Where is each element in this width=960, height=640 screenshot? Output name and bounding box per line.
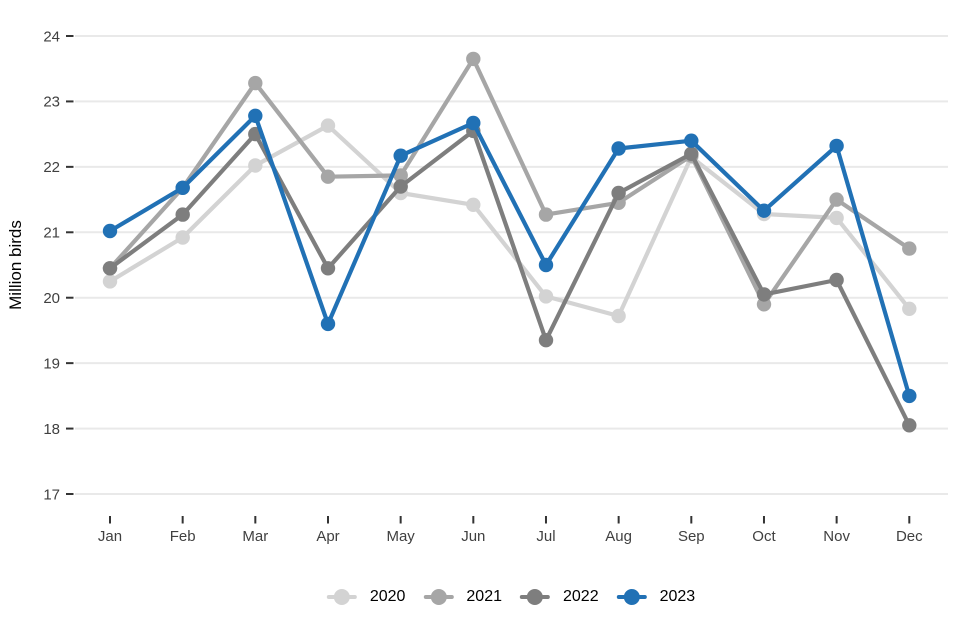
legend-dot-icon [623, 589, 640, 605]
data-point-2023-Nov [829, 138, 844, 154]
data-point-2022-Dec [902, 418, 917, 433]
y-tick-label: 19 [43, 355, 60, 372]
data-point-2023-Aug [611, 141, 626, 156]
x-tick-label-Apr: Apr [316, 528, 339, 545]
legend-dot-icon [527, 589, 543, 605]
data-point-2022-Sep [684, 146, 699, 161]
y-tick-label: 22 [43, 159, 60, 176]
series-layer [102, 51, 917, 433]
x-tick-label-Jan: Jan [98, 528, 122, 545]
x-tick-label-May: May [386, 528, 415, 545]
data-point-2022-May [393, 179, 408, 194]
legend-line-dot-icon [423, 589, 454, 605]
legend-label-2021: 2021 [466, 588, 502, 605]
series-line-2021 [107, 56, 912, 307]
legend-dot-icon [333, 589, 350, 605]
legend-line-dot-icon [326, 589, 357, 605]
x-tick-label-Aug: Aug [605, 528, 632, 545]
data-point-2023-Feb [175, 180, 190, 195]
data-point-2020-Feb [175, 230, 190, 245]
data-point-2021-Oct [756, 297, 772, 312]
data-point-2023-Sep [684, 133, 699, 148]
data-point-2022-Oct [756, 287, 772, 302]
x-tick-label-Nov: Nov [823, 528, 850, 545]
legend-line-dot-icon [616, 589, 647, 605]
legend-item-2021: 2021 [423, 588, 502, 606]
chart-legend: 2020 2021 2022 2023 [318, 588, 704, 606]
y-tick-label: 23 [43, 94, 60, 111]
y-tick-label: 24 [43, 28, 60, 45]
x-tick-label-Jul: Jul [536, 528, 555, 545]
legend-label-2023: 2023 [659, 588, 696, 605]
series-line-2022 [107, 128, 912, 428]
data-point-2021-Jul [538, 207, 554, 222]
x-tick-label-Oct: Oct [752, 528, 776, 545]
data-point-2020-Nov [829, 210, 844, 226]
data-point-2020-Mar [248, 158, 263, 173]
legend-label-2020: 2020 [369, 588, 406, 605]
data-point-2023-Oct [756, 203, 772, 218]
data-point-2020-Dec [902, 301, 917, 316]
grid-layer [75, 35, 948, 495]
y-tick-label: 17 [43, 486, 60, 503]
data-point-2023-Mar [248, 108, 263, 124]
x-tick-label-Jun: Jun [461, 528, 485, 545]
x-tick-label-Feb: Feb [170, 528, 196, 545]
data-point-2023-Apr [320, 316, 336, 332]
legend-label-2022: 2022 [563, 588, 599, 605]
legend-item-2020: 2020 [326, 588, 406, 606]
data-point-2023-Jun [466, 115, 481, 131]
x-tick-label-Sep: Sep [678, 528, 705, 545]
legend-item-2023: 2023 [616, 588, 696, 606]
data-point-2022-Nov [829, 272, 844, 288]
data-point-2020-Apr [320, 118, 336, 133]
data-point-2020-Jul [538, 289, 554, 304]
data-point-2020-Jun [466, 197, 481, 212]
y-tick-label: 21 [43, 225, 60, 242]
data-point-2022-Jul [538, 333, 554, 348]
data-point-2023-May [393, 148, 408, 163]
series-line-2020 [107, 123, 912, 319]
data-point-2023-Jul [538, 257, 554, 273]
axis-layer: 17 18 19 20 21 22 23 24 Jan Feb Mar Apr May Jun Jul Aug… [43, 28, 923, 545]
data-point-2021-May [393, 168, 408, 183]
data-point-2023-Dec [902, 388, 917, 404]
y-tick-label: 20 [43, 290, 60, 307]
data-point-2022-Jan [102, 261, 118, 276]
legend-item-2022: 2022 [520, 588, 599, 606]
x-tick-label-Mar: Mar [242, 528, 268, 545]
data-point-2021-Nov [829, 192, 844, 207]
x-tick-label-Dec: Dec [896, 528, 923, 545]
data-point-2022-Feb [175, 207, 190, 222]
legend-dot-icon [430, 589, 447, 605]
data-point-2021-Jun [466, 51, 481, 67]
data-point-2020-Aug [611, 308, 626, 324]
data-point-2020-Jan [102, 274, 118, 289]
data-point-2023-Jan [102, 223, 118, 239]
legend-line-dot-icon [520, 589, 550, 605]
y-tick-label: 18 [43, 421, 60, 438]
series-line-2023 [107, 113, 912, 398]
data-point-2021-Mar [248, 75, 263, 91]
data-point-2022-Aug [611, 185, 626, 201]
data-point-2021-Dec [902, 241, 917, 256]
data-point-2021-Apr [320, 169, 336, 184]
data-point-2022-Apr [320, 261, 336, 276]
y-axis-title: Million birds [6, 220, 25, 310]
